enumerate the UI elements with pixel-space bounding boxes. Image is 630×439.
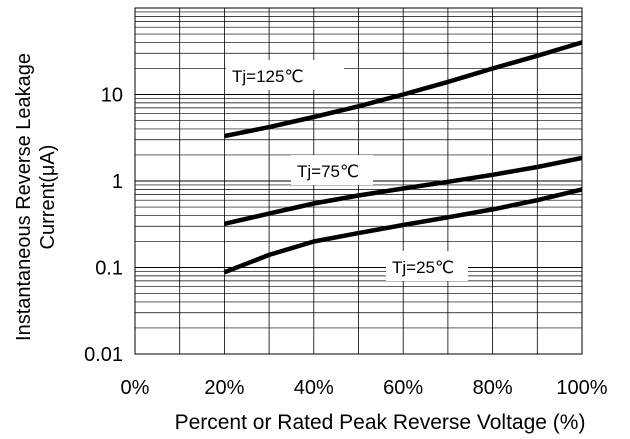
- series-label: Tj=125℃: [232, 67, 304, 86]
- y-tick-label: 10: [101, 85, 123, 107]
- x-tick-label: 20%: [204, 377, 244, 399]
- series-label: Tj=25℃: [392, 258, 454, 277]
- series-label-background: [291, 155, 373, 185]
- y-tick-label: 1: [112, 171, 123, 193]
- series-label-background: [226, 60, 344, 90]
- series-line-3: [223, 187, 583, 275]
- series-lines: [223, 40, 583, 275]
- x-axis-label: Percent or Rated Peak Reverse Voltage (%…: [175, 411, 586, 434]
- x-tick-label: 40%: [294, 377, 334, 399]
- series-line-1: [223, 40, 583, 139]
- y-tick-label: 0.1: [95, 258, 123, 280]
- x-tick-label: 100%: [556, 377, 607, 399]
- x-tick-label: 0%: [121, 377, 150, 399]
- y-tick-labels: 0.01 0.1 1 10: [84, 85, 123, 367]
- series-labels: Tj=125℃ Tj=75℃ Tj=25℃: [226, 60, 468, 281]
- y-tick-label: 0.01: [84, 344, 123, 366]
- y-axis-label-line2: Current(μA): [37, 145, 59, 250]
- x-tick-label: 80%: [473, 377, 513, 399]
- series-label-background: [386, 251, 468, 281]
- series-line-2: [223, 155, 583, 226]
- y-axis-label-line1: Instantaneous Reverse Leakage: [13, 53, 35, 341]
- series-label: Tj=75℃: [297, 162, 359, 181]
- x-tick-labels: 0% 20% 40% 60% 80% 100%: [121, 377, 608, 399]
- x-tick-label: 60%: [383, 377, 423, 399]
- grid: [135, 8, 582, 354]
- plot-area: [134, 7, 583, 355]
